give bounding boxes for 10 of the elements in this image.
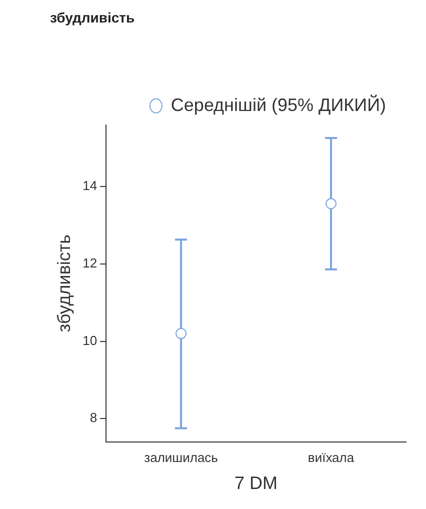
y-tick-label: 10 (82, 332, 98, 348)
legend-label: Середнішій (95% ДИКИЙ) (170, 94, 386, 115)
x-tick-label: виїхала (308, 450, 355, 466)
chart-title: збудливість (50, 9, 136, 26)
x-tick-label: залишилась (144, 450, 218, 466)
y-tick-label: 8 (90, 410, 98, 426)
y-tick-label: 14 (82, 178, 98, 194)
y-axis-title: збудливість (54, 234, 74, 332)
x-axis-title: 7 DM (234, 473, 278, 494)
y-tick-label: 12 (82, 256, 98, 271)
